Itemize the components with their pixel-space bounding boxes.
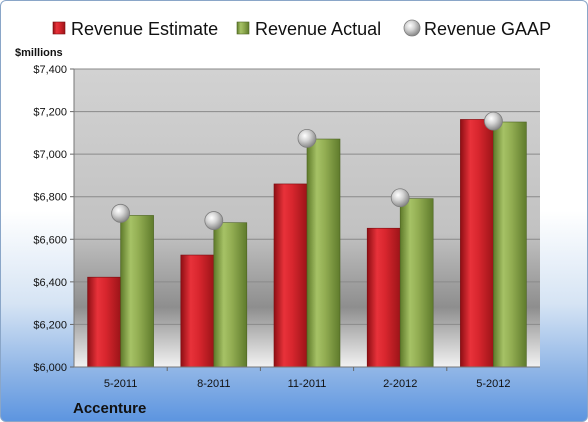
- y-tick-label: $7,000: [33, 149, 67, 161]
- bar-revenue-estimate: [460, 119, 494, 368]
- gaap-points: [111, 111, 503, 230]
- x-tick-label: 5-2012: [476, 378, 510, 390]
- bar-revenue-estimate: [180, 254, 215, 368]
- y-tick-label: $6,800: [33, 192, 67, 204]
- x-tick-label: 11-2011: [288, 378, 327, 390]
- bar-revenue-actual: [306, 138, 341, 368]
- bars: [87, 119, 527, 368]
- y-tick-label: $6,200: [33, 319, 67, 331]
- bar-revenue-estimate: [87, 276, 121, 368]
- bar-revenue-actual: [493, 121, 527, 368]
- axes: $6,000 $6,200 $6,400 $6,600 $6,800 $7,000 $7,2…: [33, 64, 540, 390]
- legend-label: Revenue Actual: [255, 19, 381, 39]
- x-tick-label: 8-2011: [197, 378, 230, 390]
- bar-revenue-actual: [213, 222, 248, 368]
- y-tick-label: $7,200: [33, 107, 67, 119]
- x-tick-label: 2-2012: [383, 378, 417, 390]
- y-tick-label: $7,400: [33, 64, 67, 76]
- point-revenue-gaap: [204, 211, 224, 230]
- legend-label: Revenue Estimate: [71, 19, 218, 39]
- bar-revenue-actual: [120, 215, 154, 368]
- bar-revenue-estimate: [273, 183, 308, 368]
- bar-revenue-actual: [399, 198, 434, 368]
- legend: Revenue Estimate Revenue Actual Revenue GA…: [52, 19, 551, 39]
- point-revenue-gaap: [111, 203, 130, 223]
- y-tick-label: $6,400: [33, 277, 67, 289]
- point-revenue-gaap: [390, 188, 410, 208]
- legend-swatch: [236, 21, 250, 35]
- legend-marker: [403, 19, 421, 37]
- legend-label: Revenue GAAP: [424, 19, 551, 39]
- company-name: Accenture: [73, 400, 146, 417]
- point-revenue-gaap: [297, 128, 317, 148]
- legend-swatch: [52, 21, 66, 35]
- point-revenue-gaap: [483, 111, 503, 131]
- bar-revenue-estimate: [366, 227, 401, 368]
- y-tick-label: $6,000: [33, 362, 67, 374]
- y-axis-unit-label: $millions: [15, 47, 63, 59]
- x-tick-label: 5-2011: [104, 378, 137, 390]
- y-tick-label: $6,600: [33, 234, 67, 246]
